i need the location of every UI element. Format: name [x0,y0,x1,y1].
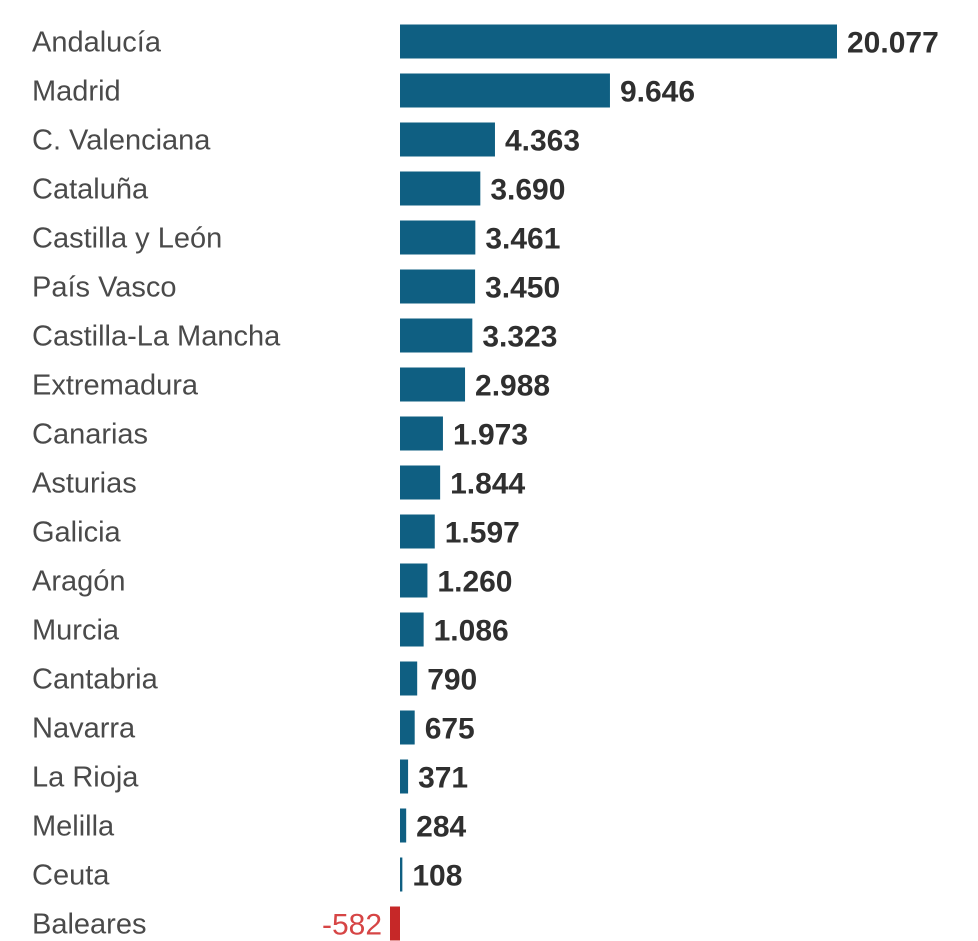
value-label: 3.323 [482,321,557,354]
bar [400,563,428,598]
category-label: Navarra [32,713,136,745]
bar [400,269,476,304]
value-label: 3.461 [485,223,560,256]
value-label: 1.973 [453,419,528,452]
bar [400,73,610,108]
bar [400,220,476,255]
value-label: 3.450 [485,272,560,305]
category-label: Asturias [32,468,137,500]
category-label: Extremadura [32,370,199,402]
category-label: Murcia [32,615,120,647]
category-label: País Vasco [32,272,177,304]
value-label: 4.363 [505,125,580,158]
bar [400,612,424,647]
category-label: C. Valenciana [32,125,211,157]
category-label: Castilla y León [32,223,222,255]
bar [400,710,415,745]
value-label: 9.646 [620,76,695,109]
category-label: Galicia [32,517,122,549]
value-label: 1.844 [450,468,525,501]
value-label: 284 [416,811,466,844]
category-label: La Rioja [32,762,139,794]
category-label: Madrid [32,76,121,108]
bar [400,465,441,500]
value-label: 371 [418,762,468,795]
category-label: Andalucía [32,27,162,59]
category-label: Cantabria [32,664,159,696]
value-label: 108 [412,860,462,893]
value-label: 2.988 [475,370,550,403]
bar [400,318,473,353]
bar [400,367,466,402]
bar [400,759,409,794]
category-label: Baleares [32,909,146,941]
category-label: Canarias [32,419,148,451]
bar [400,122,495,157]
value-label: 1.086 [434,615,509,648]
bar [400,24,837,59]
value-label: 675 [425,713,475,746]
category-label: Ceuta [32,860,110,892]
value-label: 3.690 [490,174,565,207]
value-label: 790 [427,664,477,697]
value-label: 1.260 [437,566,512,599]
category-label: Aragón [32,566,126,598]
bar [400,514,435,549]
value-label: 20.077 [847,27,939,60]
bar [400,416,443,451]
bar [400,857,403,892]
value-label: -582 [322,909,382,941]
category-label: Melilla [32,811,115,843]
value-label: 1.597 [445,517,520,550]
bar [400,171,481,206]
category-label: Cataluña [32,174,149,206]
bar [400,808,407,843]
bar [390,906,400,941]
bar [400,661,418,696]
category-label: Castilla-La Mancha [32,321,281,353]
